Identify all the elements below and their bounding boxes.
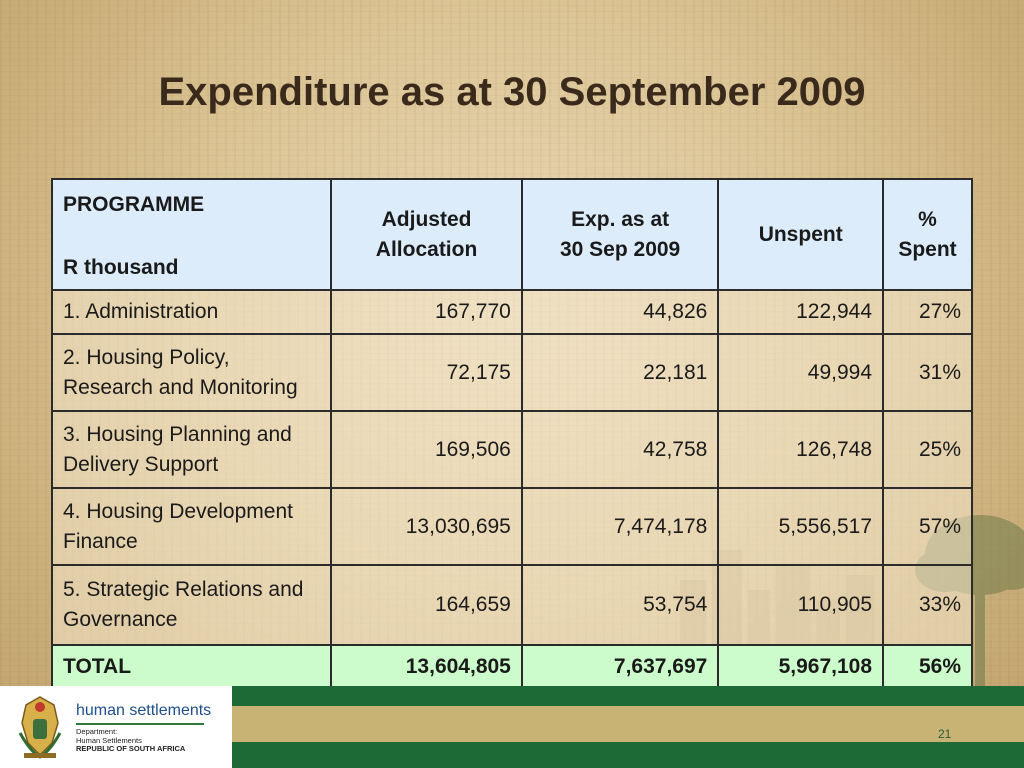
programme-name: 4. Housing Development Finance <box>50 487 333 566</box>
table-row: 1. Administration 167,770 44,826 122,944… <box>50 289 973 335</box>
allocation-header-line1: Adjusted <box>381 207 472 231</box>
unspent-cell: 122,944 <box>717 289 885 335</box>
logo-department-label: Department: <box>76 727 118 736</box>
expenditure-header-line2: 30 Sep 2009 <box>559 237 681 261</box>
allocation-cell: 72,175 <box>330 333 523 412</box>
total-row: TOTAL 13,604,805 7,637,697 5,967,108 56% <box>50 644 973 690</box>
slide-title: Expenditure as at 30 September 2009 <box>158 70 866 114</box>
total-percent-spent-cell: 56% <box>882 644 973 690</box>
unit-header-label: R thousand <box>63 256 179 279</box>
unspent-cell: 5,556,517 <box>717 487 885 566</box>
expenditure-cell: 7,474,178 <box>520 487 720 566</box>
expenditure-table: PROGRAMME R thousand Adjusted Allocation… <box>50 178 973 690</box>
unspent-cell: 110,905 <box>717 564 885 646</box>
coat-of-arms-icon <box>18 696 62 759</box>
programme-header-label: PROGRAMME <box>63 193 205 216</box>
percent-spent-cell: 33% <box>882 564 973 646</box>
logo-country: REPUBLIC OF SOUTH AFRICA <box>76 744 186 753</box>
logo-wordmark: human settlements <box>76 702 212 719</box>
page-number: 21 <box>938 727 952 741</box>
percent-spent-header: % Spent <box>882 178 973 291</box>
logo-divider <box>76 723 204 725</box>
unspent-cell: 49,994 <box>717 333 885 412</box>
table-row: 5. Strategic Relations and Governance 164… <box>50 564 973 646</box>
total-label: TOTAL <box>50 644 333 690</box>
table-row: 2. Housing Policy, Research and Monitorin… <box>50 333 973 412</box>
total-unspent-cell: 5,967,108 <box>717 644 885 690</box>
programme-name: 3. Housing Planning and Delivery Support <box>50 410 333 489</box>
allocation-cell: 13,030,695 <box>330 487 523 566</box>
expenditure-cell: 44,826 <box>520 289 720 335</box>
programme-header: PROGRAMME R thousand <box>50 178 333 291</box>
table-row: 4. Housing Development Finance 13,030,695… <box>50 487 973 566</box>
expenditure-header: Exp. as at 30 Sep 2009 <box>520 178 720 291</box>
footer-green-band-bottom <box>232 742 1024 768</box>
percent-spent-cell: 27% <box>882 289 973 335</box>
expenditure-header-line1: Exp. as at <box>571 207 670 231</box>
unspent-cell: 126,748 <box>717 410 885 489</box>
allocation-cell: 164,659 <box>330 564 523 646</box>
logo-subtext: Department: Human Settlements REPUBLIC O… <box>76 727 186 754</box>
allocation-cell: 167,770 <box>330 289 523 335</box>
allocation-header-line2: Allocation <box>375 237 478 261</box>
expenditure-cell: 22,181 <box>520 333 720 412</box>
expenditure-cell: 42,758 <box>520 410 720 489</box>
percent-header-line1: % <box>918 207 937 231</box>
percent-spent-cell: 25% <box>882 410 973 489</box>
table-header-row: PROGRAMME R thousand Adjusted Allocation… <box>50 178 973 291</box>
expenditure-cell: 53,754 <box>520 564 720 646</box>
total-expenditure-cell: 7,637,697 <box>520 644 720 690</box>
unspent-header-label: Unspent <box>758 222 843 246</box>
footer-gold-band <box>232 706 1024 742</box>
unspent-header: Unspent <box>717 178 885 291</box>
programme-name: 1. Administration <box>50 289 333 335</box>
percent-spent-cell: 57% <box>882 487 973 566</box>
allocation-cell: 169,506 <box>330 410 523 489</box>
percent-header-line2: Spent <box>898 237 957 261</box>
table-row: 3. Housing Planning and Delivery Support … <box>50 410 973 489</box>
logo-department-name: Human Settlements <box>76 735 142 745</box>
programme-name: 5. Strategic Relations and Governance <box>50 564 333 646</box>
percent-spent-cell: 31% <box>882 333 973 412</box>
footer-green-band-top <box>232 686 1024 706</box>
total-allocation-cell: 13,604,805 <box>330 644 523 690</box>
programme-name: 2. Housing Policy, Research and Monitorin… <box>50 333 333 412</box>
allocation-header: Adjusted Allocation <box>330 178 523 291</box>
